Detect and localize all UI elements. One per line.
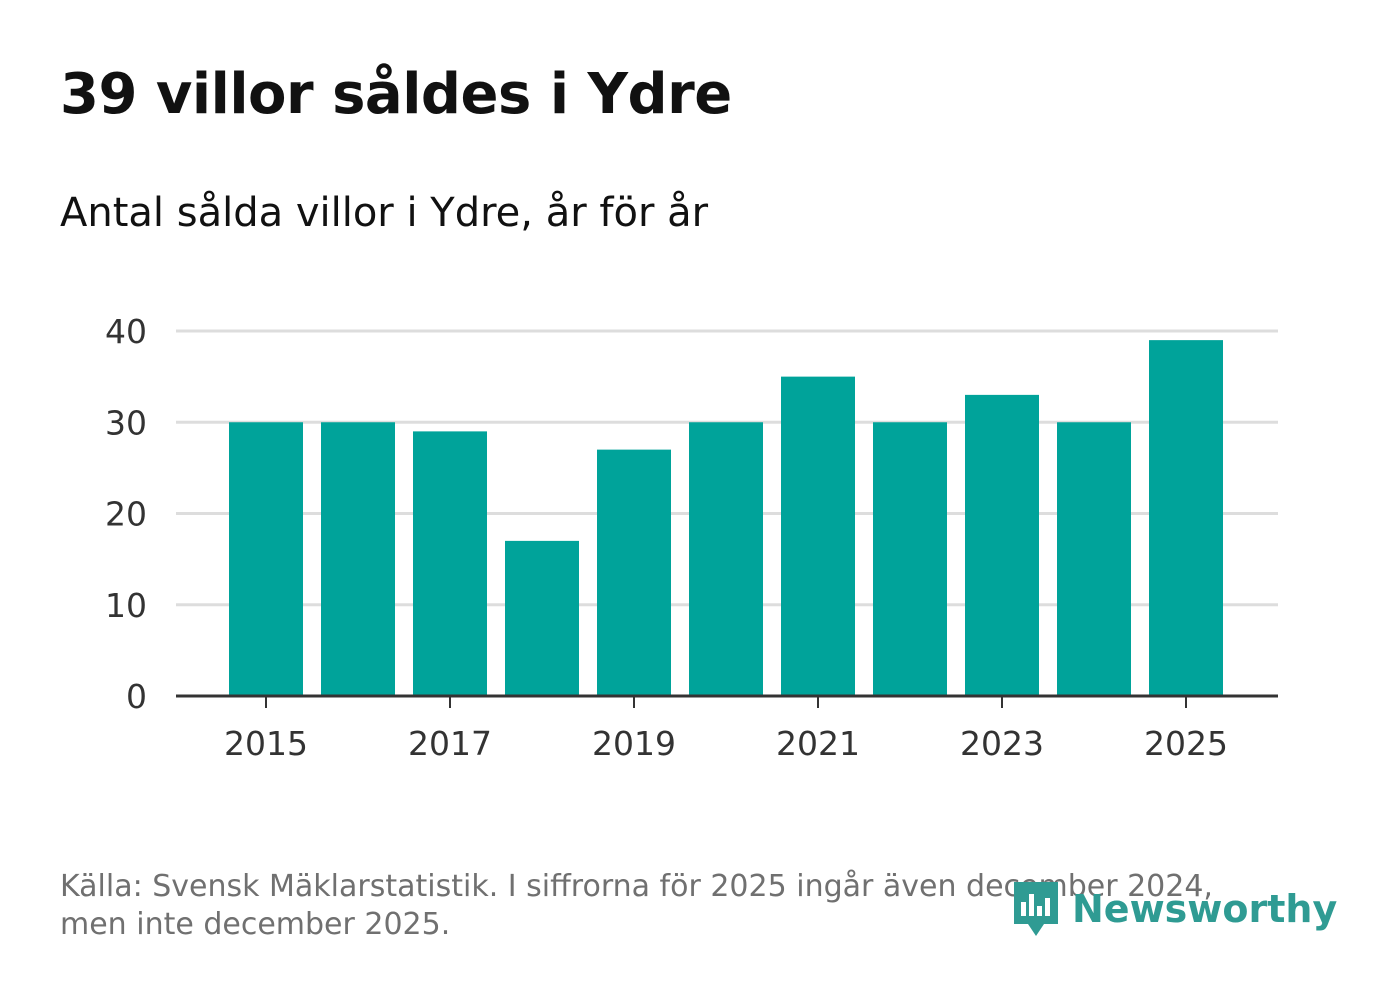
y-tick-label-20: 20 [105,495,147,534]
bar-2024 [1057,422,1131,696]
period-note: men inte december 2025. [60,907,451,942]
bar-2023 [965,394,1039,696]
newsworthy-logo-icon [1014,882,1058,936]
chart-subtitle: Antal sålda villor i Ydre, år för år [60,190,709,236]
bars [229,340,1223,696]
x-tick-label-2025: 2025 [1144,724,1228,763]
y-tick-label-0: 0 [126,677,147,716]
newsworthy-brand: Newsworthy [1010,878,1337,940]
x-tick-label-2023: 2023 [960,724,1044,763]
brand-name: Newsworthy [1072,887,1338,931]
x-tick-label-2015: 2015 [224,724,308,763]
bar-2021 [781,376,855,696]
bar-2019 [597,449,671,696]
x-tick-label-2017: 2017 [408,724,492,763]
bar-2015 [229,422,303,696]
x-tick-label-2021: 2021 [776,724,860,763]
bar-2017 [413,431,487,696]
y-tick-label-30: 30 [105,403,147,442]
bar-2020 [689,422,763,696]
bar-2022 [873,422,947,696]
axes [176,694,1278,708]
tick-labels: 0 10 20 30 40 2015 2017 2019 2021 2023 2025 [105,312,1228,763]
bar-2016 [321,422,395,696]
chart-title: 39 villor såldes i Ydre [60,62,732,127]
bar-2025 [1149,340,1223,696]
y-tick-label-40: 40 [105,312,147,351]
bar-2018 [505,540,579,696]
x-tick-label-2019: 2019 [592,724,676,763]
y-tick-label-10: 10 [105,586,147,625]
